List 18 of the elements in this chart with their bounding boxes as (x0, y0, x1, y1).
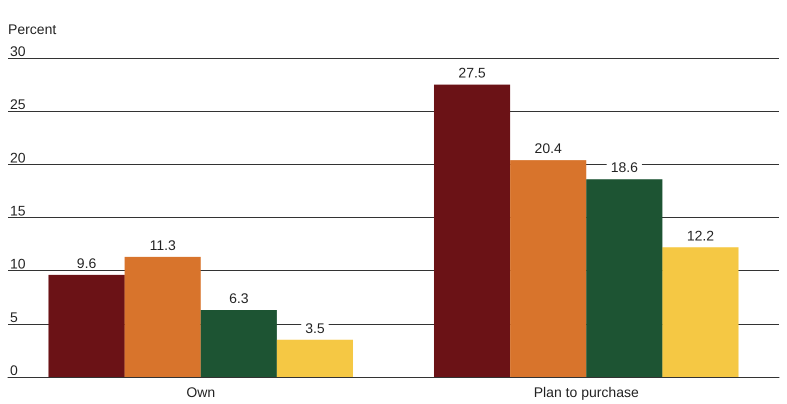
data-label: 9.6 (76, 254, 96, 271)
y-tick-label: 10 (10, 256, 26, 272)
data-label: 6.3 (229, 290, 249, 306)
y-tick-label: 20 (10, 149, 26, 166)
data-label: 3.5 (305, 320, 325, 336)
data-label: 27.5 (458, 64, 486, 81)
data-label: 11.3 (150, 236, 176, 253)
data-label: 20.4 (534, 140, 562, 156)
y-axis-title: Percent (8, 21, 56, 37)
data-label: 18.6 (610, 159, 638, 176)
y-tick-label: 30 (10, 43, 26, 59)
y-tick-label: 5 (10, 308, 18, 325)
x-tick-label: Own (186, 384, 216, 400)
y-tick-label: 25 (10, 96, 26, 112)
y-tick-label: 0 (10, 362, 18, 378)
x-tick-label: Plan to purchase (534, 384, 639, 400)
data-label: 12.2 (686, 227, 714, 244)
y-tick-label: 15 (10, 202, 26, 218)
